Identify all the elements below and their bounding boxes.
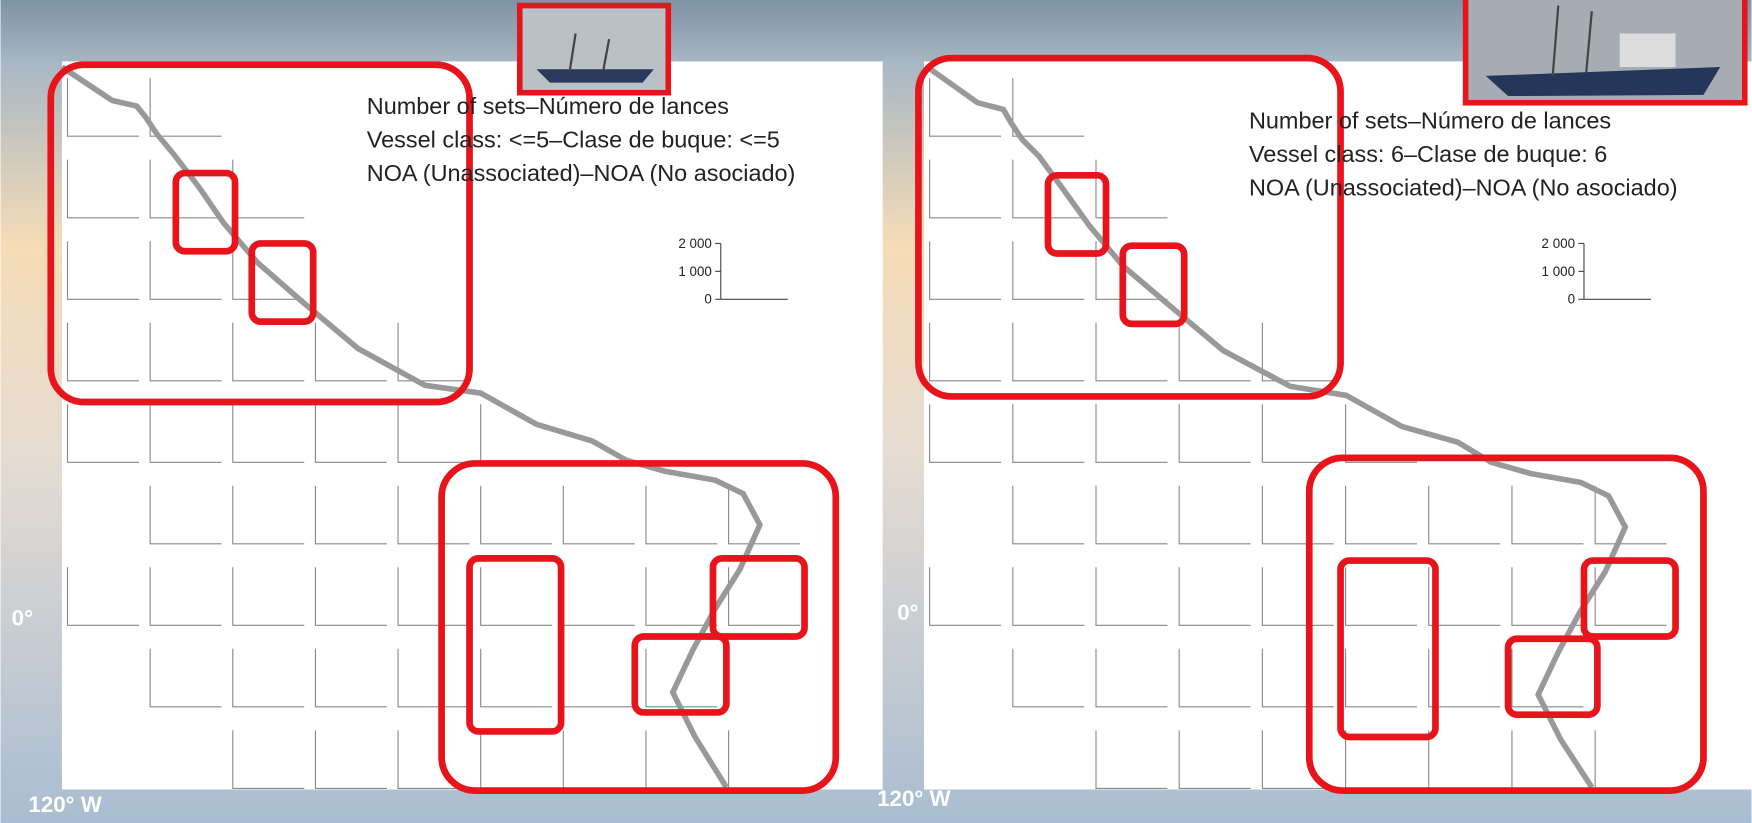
equator-label: 0° xyxy=(12,605,33,630)
scale-tick-label: 1 000 xyxy=(678,264,712,279)
scale-tick-label: 2 000 xyxy=(678,236,712,251)
longitude-label: 120° W xyxy=(28,792,102,817)
panel-title: Vessel class: 6–Clase de buque: 6 xyxy=(1249,141,1607,167)
scale-tick-label: 0 xyxy=(1568,292,1575,307)
panel-title: NOA (Unassociated)–NOA (No asociado) xyxy=(1249,174,1678,200)
scale-tick-label: 2 000 xyxy=(1542,236,1576,251)
page: Number of sets–Número de lances Vessel cl… xyxy=(0,0,1752,823)
panel-title: Number of sets–Número de lances xyxy=(1249,107,1611,133)
panel-title: NOA (Unassociated)–NOA (No asociado) xyxy=(367,160,796,186)
equator-label: 0° xyxy=(897,600,918,625)
panel-title: Number of sets–Número de lances xyxy=(367,93,729,119)
slide: Number of sets–Número de lances Vessel cl… xyxy=(0,0,1752,823)
scale-tick-label: 0 xyxy=(704,292,711,307)
longitude-label: 120° W xyxy=(877,786,951,811)
scale-tick-label: 1 000 xyxy=(1542,264,1576,279)
panel-title: Vessel class: <=5–Clase de buque: <=5 xyxy=(367,126,780,152)
